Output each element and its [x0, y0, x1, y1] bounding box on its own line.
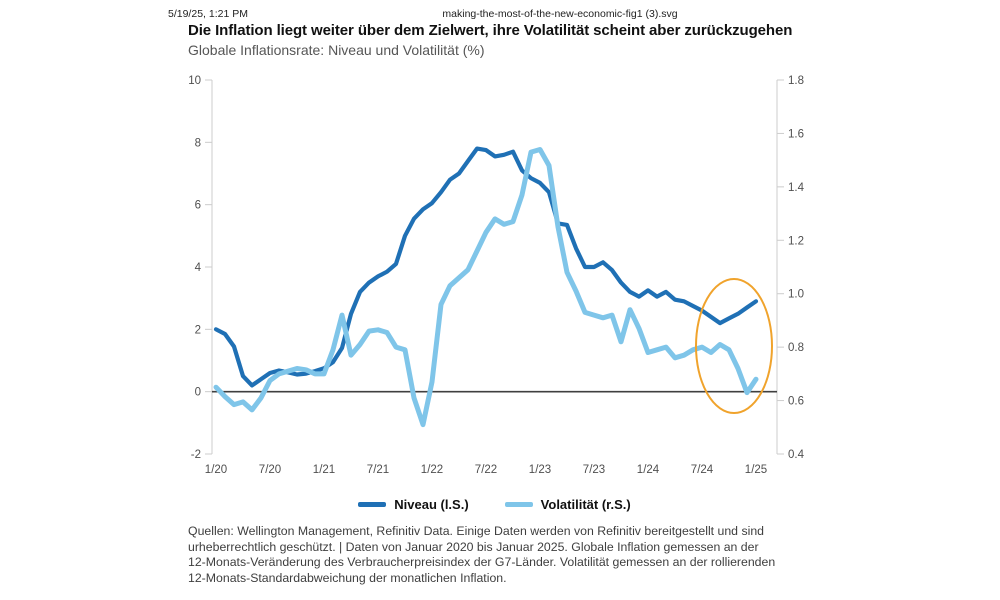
- footnote-line-4: 12-Monats-Standardabweichung der monatli…: [188, 570, 507, 585]
- left-axis-tick-label: 0: [195, 387, 201, 399]
- highlight-ellipse: [695, 278, 773, 414]
- niveau-line: [213, 146, 759, 388]
- x-axis-tick-label: 7/24: [691, 464, 714, 476]
- chart-legend: Niveau (l.S.) Volatilität (r.S.): [212, 497, 777, 512]
- x-axis-tick-label: 7/20: [259, 464, 281, 476]
- x-axis-tick-label: 1/23: [529, 464, 551, 476]
- niveau-legend-label: Niveau (l.S.): [394, 497, 469, 512]
- right-axis-tick-label: 0.6: [788, 396, 804, 408]
- left-axis-tick-label: 4: [195, 262, 202, 274]
- right-axis-tick-label: 1.6: [788, 128, 804, 140]
- left-axis-tick-label: 2: [195, 324, 201, 336]
- niveau-line-swatch: [358, 502, 387, 507]
- volatilitaet-line: [213, 147, 759, 428]
- volatilitaet-legend-label: Volatilität (r.S.): [540, 497, 631, 512]
- left-axis-tick-label: 6: [195, 200, 201, 212]
- footnote-line-3: 12-Monats-Veränderung des Verbraucherpre…: [188, 555, 776, 570]
- right-axis-tick-label: 1.8: [788, 75, 804, 87]
- x-axis-tick-label: 1/25: [745, 464, 767, 476]
- right-axis-tick-label: 0.4: [788, 449, 805, 461]
- volatilitaet-line-swatch: [504, 502, 533, 507]
- legend-item-volatilitaet: Volatilität (r.S.): [504, 497, 631, 512]
- left-axis-tick-label: 10: [188, 75, 201, 87]
- x-axis-tick-label: 7/21: [367, 464, 389, 476]
- right-axis-tick-label: 1.0: [788, 289, 804, 301]
- footnote-line-1: Quellen: Wellington Management, Refiniti…: [188, 524, 764, 538]
- right-axis-tick-label: 0.8: [788, 342, 804, 354]
- x-axis-tick-label: 1/22: [421, 464, 443, 476]
- right-axis-tick-label: 1.4: [788, 182, 805, 194]
- x-axis-tick-label: 7/23: [583, 464, 605, 476]
- x-axis-tick-label: 1/21: [313, 464, 335, 476]
- x-axis-tick-label: 7/22: [475, 464, 497, 476]
- print-header-timestamp: 5/19/25, 1:21 PM: [168, 8, 248, 20]
- right-axis-tick-label: 1.2: [788, 235, 804, 247]
- left-axis-tick-label: 8: [195, 137, 201, 149]
- x-axis-tick-label: 1/20: [205, 464, 227, 476]
- legend-item-niveau: Niveau (l.S.): [358, 497, 469, 512]
- page-title: Die Inflation liegt weiter über dem Ziel…: [188, 22, 793, 39]
- left-axis-tick-label: -2: [191, 449, 201, 461]
- print-header-filename: making-the-most-of-the-new-economic-fig1…: [442, 8, 678, 20]
- footnote-line-2: urheberrechtlich geschützt. | Daten von …: [188, 539, 759, 554]
- source-footnote: Quellen: Wellington Management, Refiniti…: [188, 524, 828, 586]
- x-axis-tick-label: 1/24: [637, 464, 660, 476]
- page-subtitle: Globale Inflationsrate: Niveau und Volat…: [188, 42, 485, 58]
